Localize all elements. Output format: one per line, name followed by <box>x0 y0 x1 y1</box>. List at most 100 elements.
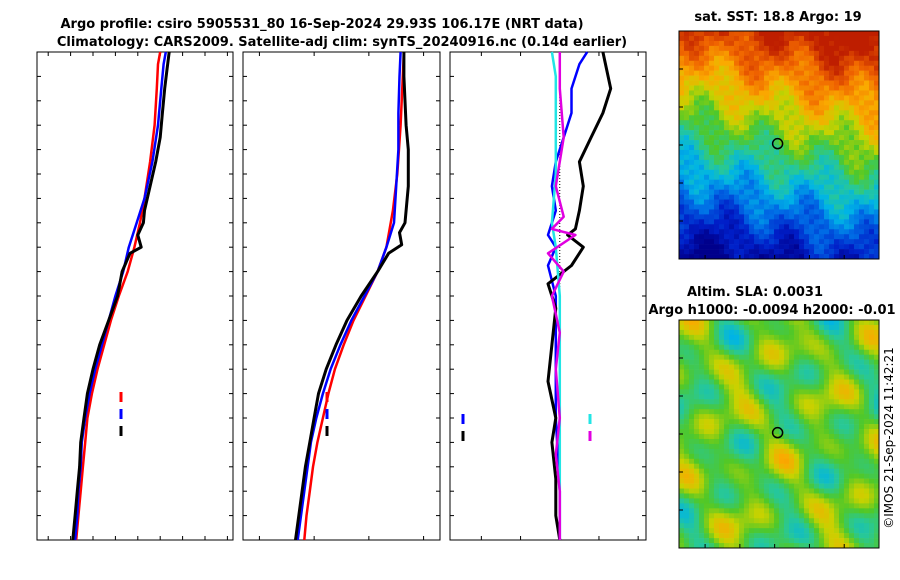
map-cell <box>744 174 750 180</box>
salinity-series-satellite-adj-clim <box>296 51 402 541</box>
map-cell <box>704 438 710 445</box>
map-cell <box>859 234 865 240</box>
map-cell <box>864 219 870 225</box>
map-cell <box>689 199 695 205</box>
map-cell <box>714 528 720 534</box>
map-cell <box>829 409 835 415</box>
map-cell <box>824 513 830 519</box>
map-cell <box>869 219 875 225</box>
map-cell <box>769 70 775 76</box>
map-cell <box>709 130 715 136</box>
map-cell <box>684 115 690 121</box>
map-cell <box>814 234 820 240</box>
map-cell <box>774 254 780 260</box>
map-cell <box>834 399 840 405</box>
map-cell <box>749 354 755 360</box>
map-cell <box>704 359 710 365</box>
map-cell <box>679 339 685 346</box>
map-cell <box>779 249 785 255</box>
map-cell <box>829 100 835 106</box>
map-cell <box>769 488 775 494</box>
map-cell <box>769 130 775 136</box>
map-cell <box>809 145 815 151</box>
map-cell <box>709 75 715 81</box>
map-cell <box>869 204 875 210</box>
map-cell <box>774 488 780 494</box>
map-cell <box>704 105 710 111</box>
map-cell <box>704 523 710 529</box>
map-cell <box>779 140 785 146</box>
map-cell <box>854 145 860 151</box>
map-cell <box>724 209 730 215</box>
map-cell <box>789 478 795 484</box>
map-cell <box>849 50 855 57</box>
map-cell <box>719 199 725 205</box>
map-cell <box>689 120 695 126</box>
map-cell <box>794 533 800 539</box>
map-cell <box>824 324 830 331</box>
map-cell <box>869 404 875 410</box>
map-cell <box>714 354 720 360</box>
map-cell <box>724 80 730 86</box>
map-cell <box>759 50 765 57</box>
map-cell <box>854 154 860 161</box>
map-cell <box>864 354 870 360</box>
map-cell <box>729 419 735 425</box>
map-cell <box>804 199 810 205</box>
map-cell <box>869 414 875 420</box>
map-cell <box>799 379 805 385</box>
map-cell <box>679 369 685 375</box>
map-cell <box>764 244 770 250</box>
map-cell <box>789 334 795 341</box>
map-cell <box>849 120 855 126</box>
map-cell <box>784 329 790 336</box>
map-cell <box>699 429 705 435</box>
map-cell <box>684 468 690 474</box>
map-cell <box>754 249 760 255</box>
map-cell <box>779 503 785 509</box>
map-cell <box>684 498 690 504</box>
map-cell <box>694 189 700 195</box>
map-cell <box>684 503 690 509</box>
map-cell <box>764 135 770 141</box>
map-cell <box>764 149 770 156</box>
map-cell <box>849 75 855 81</box>
map-cell <box>804 214 810 220</box>
map-cell <box>689 364 695 370</box>
map-cell <box>719 204 725 210</box>
map-cell <box>829 478 835 484</box>
map-cell <box>729 488 735 494</box>
map-cell <box>719 488 725 494</box>
map-cell <box>724 488 730 494</box>
map-cell <box>749 443 755 450</box>
map-cell <box>829 145 835 151</box>
map-cell <box>699 344 705 351</box>
map-cell <box>824 189 830 195</box>
map-cell <box>694 513 700 519</box>
map-cell <box>799 339 805 346</box>
map-cell <box>789 31 795 37</box>
map-cell <box>874 169 880 176</box>
map-cell <box>754 174 760 180</box>
map-cell <box>699 320 705 326</box>
map-cell <box>854 399 860 405</box>
map-cell <box>834 209 840 215</box>
map-cell <box>719 125 725 131</box>
map-cell <box>744 379 750 385</box>
map-cell <box>784 463 790 469</box>
map-cell <box>699 409 705 415</box>
map-cell <box>759 219 765 225</box>
map-cell <box>709 349 715 355</box>
map-cell <box>719 434 725 440</box>
map-cell <box>819 149 825 156</box>
map-cell <box>709 95 715 101</box>
map-cell <box>694 199 700 205</box>
map-cell <box>689 244 695 250</box>
map-cell <box>679 224 685 230</box>
map-cell <box>799 503 805 509</box>
map-cell <box>859 414 865 420</box>
map-cell <box>719 45 725 52</box>
map-cell <box>814 45 820 52</box>
map-cell <box>869 110 875 116</box>
map-cell <box>784 254 790 260</box>
